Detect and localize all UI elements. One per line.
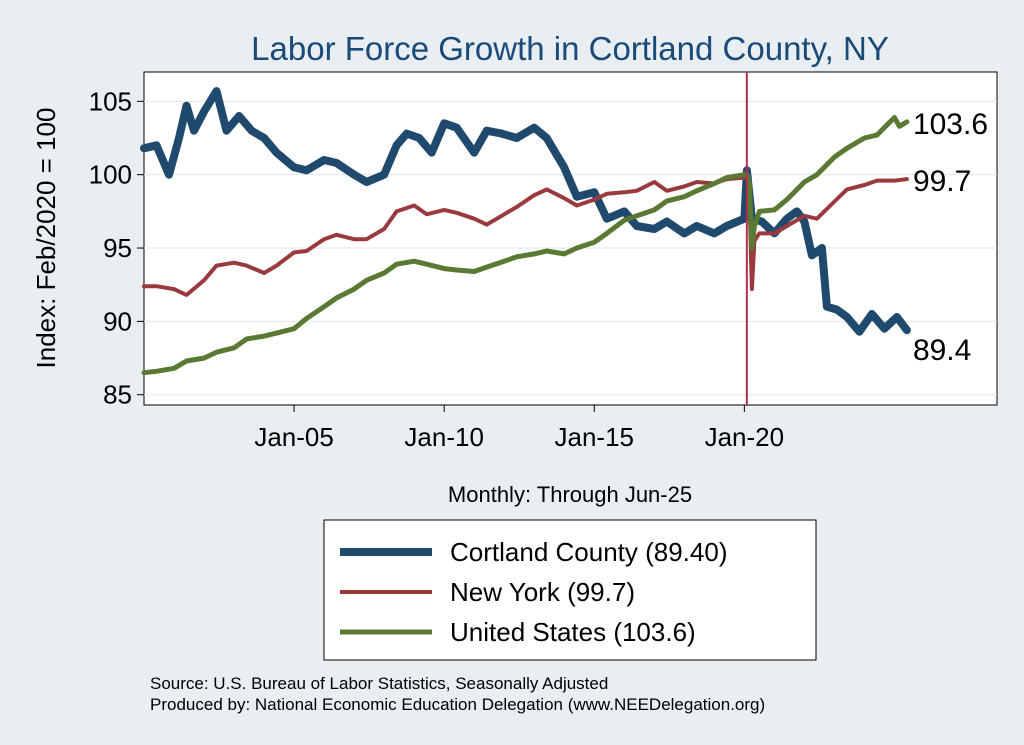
x-tick-label-Jan-10: Jan-10: [404, 422, 484, 452]
legend-label-2: New York (99.7): [450, 577, 635, 607]
end-label-1: 89.4: [913, 334, 971, 367]
chart-title: Labor Force Growth in Cortland County, N…: [251, 30, 889, 67]
end-label-2: 99.7: [913, 165, 971, 198]
y-tick-label-105: 105: [89, 86, 132, 116]
series-line-1: [140, 87, 911, 336]
legend: Cortland County (89.40) New York (99.7) Un…: [323, 519, 817, 661]
x-tick-label-Jan-05: Jan-05: [254, 422, 334, 452]
legend-label-1: Cortland County (89.40): [450, 537, 727, 567]
y-tick-label-90: 90: [103, 306, 132, 336]
source-note: Source: U.S. Bureau of Labor Statistics,…: [150, 674, 608, 693]
x-axis: Jan-05 Jan-10 Jan-15 Jan-20: [254, 405, 784, 452]
produced-by-note: Produced by: National Economic Education…: [150, 695, 765, 714]
end-labels: 89.4 99.7 103.6: [913, 108, 988, 367]
legend-items: Cortland County (89.40) New York (99.7) Un…: [340, 537, 727, 647]
y-tick-label-95: 95: [103, 233, 132, 263]
y-tick-label-85: 85: [103, 380, 132, 410]
series-line-3: [141, 115, 910, 376]
series-lines: [140, 87, 911, 376]
series-line-2: [142, 172, 909, 297]
y-tick-label-100: 100: [89, 160, 132, 190]
legend-label-3: United States (103.6): [450, 617, 696, 647]
y-axis-label: Index: Feb/2020 = 100: [31, 108, 61, 369]
x-tick-label-Jan-15: Jan-15: [555, 422, 635, 452]
x-axis-label: Monthly: Through Jun-25: [448, 482, 692, 507]
y-axis: 85 90 95 100 105: [89, 86, 144, 410]
plot-area: [143, 71, 998, 406]
x-tick-label-Jan-20: Jan-20: [705, 422, 785, 452]
end-label-3: 103.6: [913, 108, 988, 141]
